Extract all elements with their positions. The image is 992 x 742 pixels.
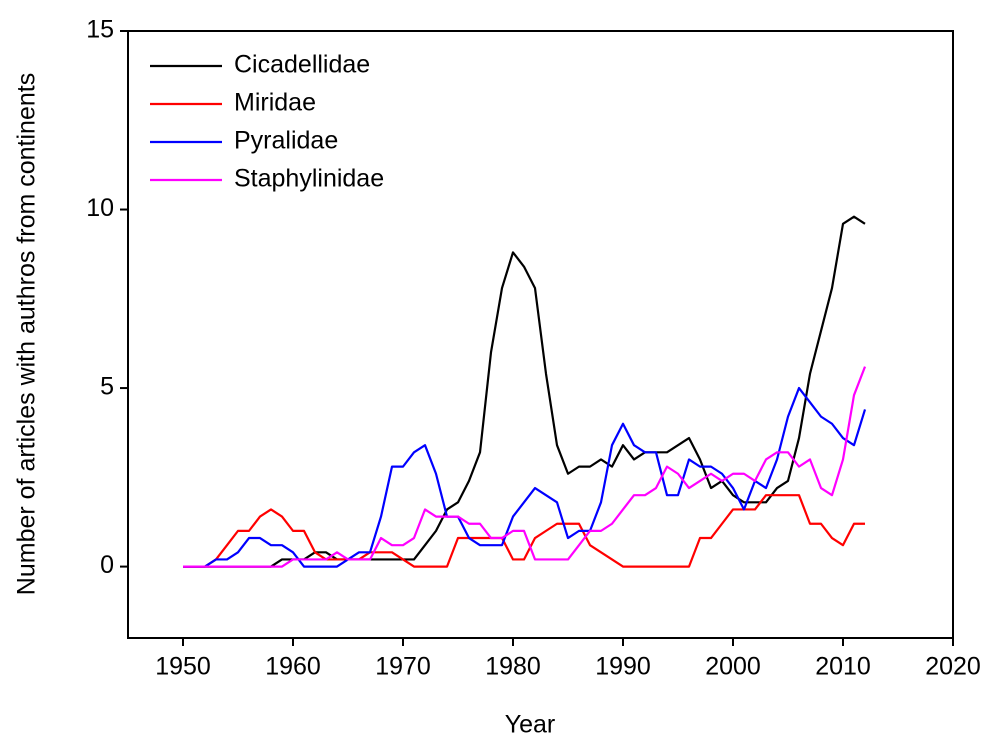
x-tick-label: 1990 bbox=[595, 653, 651, 681]
legend-label: Miridae bbox=[234, 89, 316, 117]
legend-label: Pyralidae bbox=[234, 127, 338, 155]
legend-label: Staphylinidae bbox=[234, 165, 384, 193]
x-tick-label: 1970 bbox=[375, 653, 431, 681]
y-axis-label: Number of articles with authros from con… bbox=[13, 73, 41, 595]
y-tick-label: 0 bbox=[100, 551, 114, 579]
series-line bbox=[183, 386, 867, 568]
series-line bbox=[183, 366, 867, 568]
series-line bbox=[183, 494, 865, 568]
series-line bbox=[183, 215, 866, 568]
x-tick-label: 2000 bbox=[705, 653, 761, 681]
legend-label: Cicadellidae bbox=[234, 51, 370, 79]
y-tick-label: 5 bbox=[100, 373, 114, 401]
x-tick-label: 1980 bbox=[485, 653, 541, 681]
plot-frame bbox=[127, 30, 954, 639]
x-axis-label: Year bbox=[505, 711, 556, 739]
x-tick-label: 1960 bbox=[265, 653, 321, 681]
y-tick-label: 10 bbox=[86, 194, 114, 222]
x-tick-label: 1950 bbox=[155, 653, 211, 681]
x-tick-label: 2010 bbox=[815, 653, 871, 681]
y-tick-label: 15 bbox=[86, 16, 114, 44]
x-tick-label: 2020 bbox=[925, 653, 981, 681]
